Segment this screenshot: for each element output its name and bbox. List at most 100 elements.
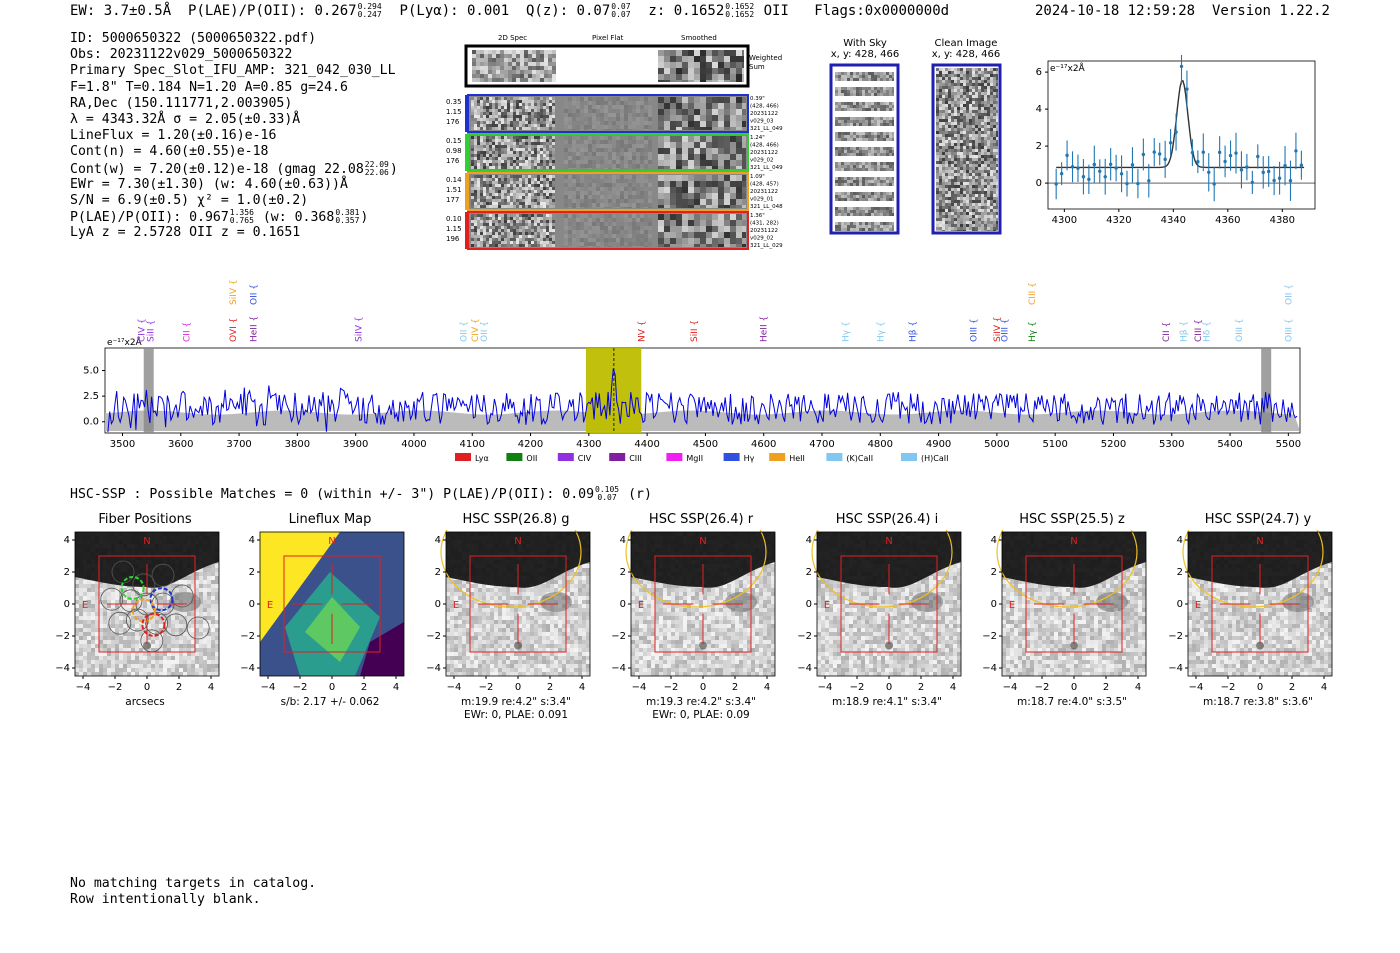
data-point [1087, 177, 1091, 182]
line-marker-label: SiIV { [355, 316, 365, 342]
data-point [1103, 175, 1107, 179]
data-point [1228, 153, 1233, 158]
panel-title: HSC SSP(26.4) r [648, 512, 754, 527]
panel-caption: arcsecs [55, 696, 235, 709]
noise-texture [835, 102, 894, 111]
with-sky-label: With Sky [843, 38, 887, 49]
line-marker-label: HeII { [760, 316, 770, 342]
panel-image: N E −4 −2 0 2 4 4 2 0 −2 −4 [982, 530, 1147, 693]
x-tick-label: −2 [1221, 682, 1236, 693]
east-label: E [824, 600, 830, 611]
clean-title: Clean Image x, y: 428, 466 [926, 38, 1006, 60]
footer-line-2: Row intentionally blank. [70, 892, 261, 907]
x-tick-label: 4 [579, 682, 585, 693]
y-tick-label: 4 [64, 535, 70, 546]
bright-source [446, 532, 590, 588]
noise-texture [835, 177, 894, 186]
y-tick-label: 4 [1036, 104, 1042, 115]
faint-source [1256, 641, 1264, 650]
panel-caption: m:19.9 re:4.2" s:3.4" EWr: 0, PLAE: 0.091 [426, 696, 606, 722]
info-obs: Obs: 20231122v029_5000650322 [70, 47, 293, 63]
cutout-row-meta: 20231122 [750, 189, 778, 195]
legend-label: OII [526, 454, 537, 463]
legend-swatch [826, 453, 843, 461]
x-tick-label: 3500 [110, 439, 135, 450]
y-tick-label: −4 [797, 663, 812, 674]
line-marker-label: CII { [1162, 322, 1172, 342]
neighbor-source [1096, 592, 1128, 612]
x-tick-label: 4380 [1270, 215, 1295, 226]
data-point [1070, 165, 1075, 169]
line-marker-label: CIII { [1028, 282, 1038, 305]
line-marker-label: CII { [183, 322, 193, 342]
legend-swatch [901, 453, 917, 461]
cutout-row-meta: v029_02 [750, 158, 774, 164]
data-point [1217, 150, 1222, 155]
panel-title: Fiber Positions [98, 512, 192, 527]
cutout-row-stat: 196 [446, 235, 460, 243]
legend-label: HeII [789, 454, 805, 463]
bright-source [817, 532, 961, 588]
noise-texture [835, 87, 894, 96]
hsc-band: (r) [628, 487, 652, 502]
noise-texture [564, 175, 652, 208]
x-tick-label: 0 [329, 682, 335, 693]
x-tick-label: 4 [950, 682, 956, 693]
bright-source [1188, 532, 1332, 588]
col-flat-label: Pixel Flat [592, 34, 624, 42]
cutout-row-meta: 321_LL_049 [750, 165, 783, 171]
noise-texture [835, 162, 894, 171]
panel-caption-line-2: EWr: 0, PLAE: 0.091 [463, 709, 569, 721]
x-tick-label: 2 [918, 682, 924, 693]
x-tick-label: 2 [1289, 682, 1295, 693]
line-marker-label: CIV { [471, 318, 481, 342]
data-point [1054, 182, 1058, 186]
x-tick-label: 3900 [343, 439, 368, 450]
fiber-circle [151, 563, 175, 587]
spectrum-trace [107, 368, 1298, 433]
info-lineflux: LineFlux = 1.20(±0.16)e-16 [70, 128, 277, 144]
y-tick-label: 0 [806, 599, 812, 610]
cutout-row-marker [465, 95, 468, 132]
cutout-row-meta: 20231122 [750, 150, 778, 156]
line-marker-label: SiII { [690, 320, 700, 342]
data-point [1108, 162, 1113, 166]
data-point [1212, 182, 1216, 186]
data-point [1119, 172, 1124, 176]
y-tick-label: 0 [64, 599, 70, 610]
legend-swatch [723, 453, 740, 461]
x-tick-label: 5300 [1159, 439, 1184, 450]
y-tick-label: 2 [806, 567, 812, 578]
faint-source [143, 641, 151, 650]
legend-label: CIV [578, 454, 592, 463]
x-tick-label: −2 [479, 682, 494, 693]
line-marker-label: Hγ { [1028, 321, 1038, 342]
line-marker-label: HeII { [250, 316, 260, 342]
x-tick-label: 4100 [460, 439, 485, 450]
noise-texture [471, 214, 555, 247]
y-tick-label: −2 [982, 631, 997, 642]
y-tick-label: 0 [1036, 178, 1042, 189]
line-marker-label: OII { [480, 321, 490, 342]
hsc-summary: HSC-SSP : Possible Matches = 0 (within +… [70, 486, 652, 503]
noise-texture [472, 50, 556, 82]
data-point [1250, 180, 1255, 185]
cutout-row-meta: (431, 282) [750, 221, 779, 227]
x-tick-label: 4400 [634, 439, 659, 450]
east-label: E [638, 600, 644, 611]
panel-caption: m:19.3 re:4.2" s:3.4" EWr: 0, PLAE: 0.09 [611, 696, 791, 722]
line-marker-label: OVI { [229, 318, 239, 342]
x-tick-label: 4600 [751, 439, 776, 450]
noise-texture [835, 72, 894, 81]
panel-title: HSC SSP(26.8) g [462, 512, 570, 527]
x-tick-label: 0 [886, 682, 892, 693]
y-tick-label: −4 [611, 663, 626, 674]
x-tick-label: 4 [1135, 682, 1141, 693]
data-point [1130, 163, 1135, 167]
x-tick-label: −4 [1189, 682, 1204, 693]
fiber-circle [108, 611, 132, 635]
y-tick-label: −2 [1168, 631, 1183, 642]
search-box [98, 555, 196, 653]
masked-region [143, 348, 154, 433]
noise-texture [835, 192, 894, 201]
